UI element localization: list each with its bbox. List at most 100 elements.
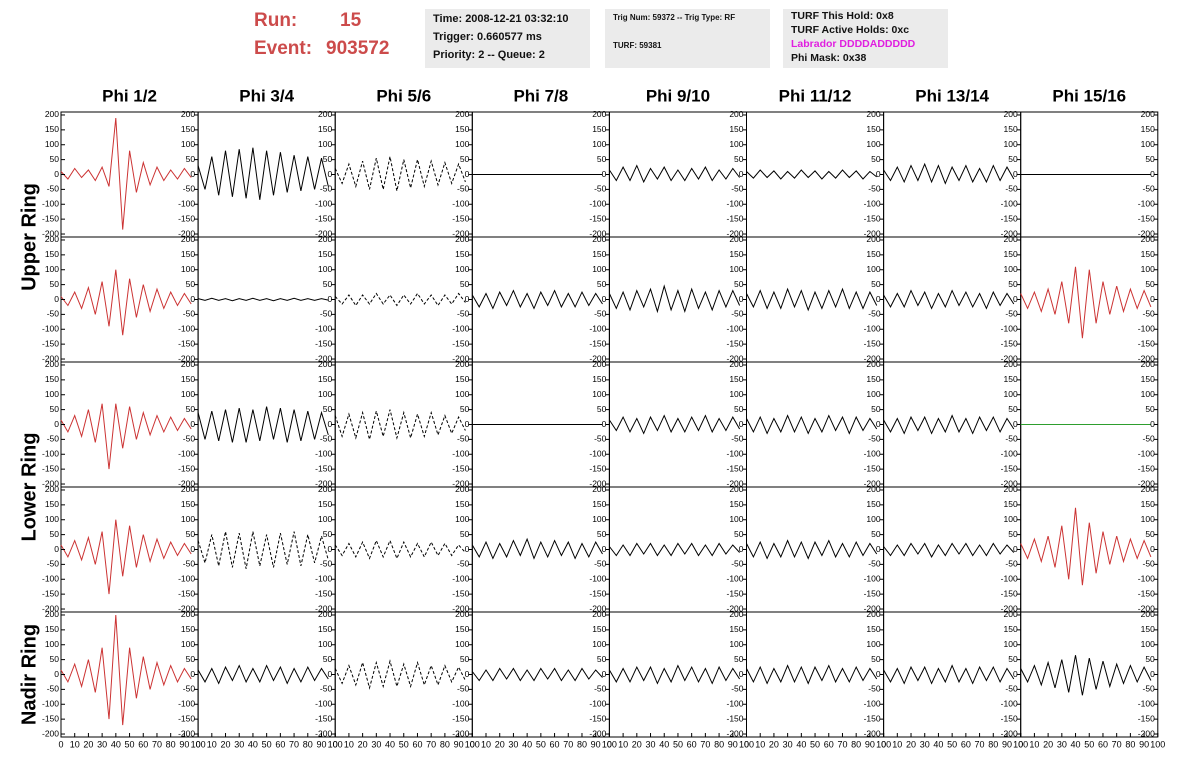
y-tick-label: 100 <box>318 514 332 524</box>
y-tick-label: 50 <box>597 404 607 414</box>
column-title: Phi 3/4 <box>239 86 294 105</box>
y-tick-label: 200 <box>318 484 332 494</box>
x-tick-label: 20 <box>358 739 368 749</box>
y-tick-label: 200 <box>455 234 469 244</box>
x-tick-label: 10 <box>481 739 491 749</box>
turf-box: TURF This Hold: 0x8 TURF Active Holds: 0… <box>783 9 948 68</box>
waveform <box>334 539 466 560</box>
y-tick-label: -150 <box>178 463 195 473</box>
y-tick-label: -100 <box>864 699 881 709</box>
y-tick-label: -200 <box>1138 728 1155 738</box>
y-tick-label: 0 <box>876 544 881 554</box>
y-tick-label: 200 <box>181 109 195 119</box>
y-tick-label: 100 <box>455 389 469 399</box>
x-tick-label: 70 <box>1112 739 1122 749</box>
x-tick-label: 90 <box>865 739 875 749</box>
y-tick-label: -150 <box>1138 713 1155 723</box>
y-tick-label: -50 <box>1005 184 1018 194</box>
y-tick-label: 50 <box>186 529 196 539</box>
y-tick-label: 50 <box>323 154 333 164</box>
y-tick-label: 100 <box>1141 389 1155 399</box>
x-tick-label: 90 <box>316 739 326 749</box>
y-tick-label: 0 <box>465 169 470 179</box>
y-tick-label: -50 <box>1005 559 1018 569</box>
y-tick-label: 50 <box>460 154 470 164</box>
y-tick-label: -150 <box>42 588 59 598</box>
y-tick-label: -50 <box>594 434 607 444</box>
y-tick-label: -150 <box>178 338 195 348</box>
x-tick-label: 90 <box>1002 739 1012 749</box>
y-tick-label: -100 <box>315 699 332 709</box>
waveform <box>1020 266 1152 339</box>
x-tick-label: 20 <box>83 739 93 749</box>
x-tick-label: 50 <box>399 739 409 749</box>
y-tick-label: -200 <box>864 478 881 488</box>
y-tick-label: 100 <box>866 264 880 274</box>
y-tick-label: 150 <box>592 374 606 384</box>
y-tick-label: 100 <box>181 389 195 399</box>
x-tick-label: 10 <box>207 739 217 749</box>
y-tick-label: -50 <box>47 684 60 694</box>
x-tick-label: 50 <box>1084 739 1094 749</box>
y-tick-label: 150 <box>729 499 743 509</box>
y-tick-label: -150 <box>42 713 59 723</box>
y-tick-label: 200 <box>592 109 606 119</box>
y-tick-label: -100 <box>42 574 59 584</box>
y-tick-label: -200 <box>178 228 195 238</box>
y-tick-label: -100 <box>864 449 881 459</box>
waveform <box>334 292 466 307</box>
y-tick-label: -50 <box>457 309 470 319</box>
y-tick-label: -50 <box>1143 434 1156 444</box>
y-tick-label: -50 <box>183 184 196 194</box>
x-tick-label: 90 <box>454 739 464 749</box>
y-tick-label: 200 <box>181 359 195 369</box>
x-tick-label: 80 <box>851 739 861 749</box>
y-tick-label: 50 <box>597 529 607 539</box>
y-tick-label: -200 <box>452 728 469 738</box>
waveform <box>883 414 1015 435</box>
waveform <box>197 147 329 200</box>
y-tick-label: 0 <box>327 544 332 554</box>
x-tick-label: 80 <box>988 739 998 749</box>
y-tick-label: -150 <box>1001 338 1018 348</box>
y-tick-label: -100 <box>864 199 881 209</box>
y-tick-label: 200 <box>1141 484 1155 494</box>
y-tick-label: 50 <box>597 654 607 664</box>
waveform <box>197 406 329 443</box>
y-tick-label: 0 <box>1150 294 1155 304</box>
y-tick-label: -200 <box>1138 478 1155 488</box>
y-tick-label: -100 <box>589 199 606 209</box>
y-tick-label: -50 <box>47 309 60 319</box>
y-tick-label: 150 <box>1004 624 1018 634</box>
x-tick-label: 60 <box>824 739 834 749</box>
y-tick-label: -100 <box>589 324 606 334</box>
x-tick-label: 80 <box>166 739 176 749</box>
x-tick-label: 100 <box>191 739 206 749</box>
x-tick-label: 20 <box>632 739 642 749</box>
y-tick-label: 150 <box>45 374 59 384</box>
y-tick-label: -50 <box>1005 684 1018 694</box>
y-tick-label: -200 <box>1001 603 1018 613</box>
y-tick-label: 200 <box>455 359 469 369</box>
y-tick-label: -50 <box>868 184 881 194</box>
y-tick-label: 150 <box>181 624 195 634</box>
waveform <box>746 539 878 560</box>
y-tick-label: -50 <box>47 184 60 194</box>
y-tick-label: -200 <box>1138 353 1155 363</box>
y-tick-label: -100 <box>1138 574 1155 584</box>
y-tick-label: -150 <box>726 588 743 598</box>
y-tick-label: 100 <box>1004 389 1018 399</box>
waveform <box>197 297 329 302</box>
y-tick-label: 0 <box>739 169 744 179</box>
y-tick-label: -100 <box>452 574 469 584</box>
waveform <box>609 542 740 557</box>
y-tick-label: 100 <box>866 389 880 399</box>
x-tick-label: 80 <box>303 739 313 749</box>
y-tick-label: -200 <box>589 353 606 363</box>
y-tick-label: 50 <box>460 654 470 664</box>
x-tick-label: 60 <box>138 739 148 749</box>
y-tick-label: -200 <box>452 353 469 363</box>
y-tick-label: -50 <box>1143 184 1156 194</box>
y-tick-label: 150 <box>455 249 469 259</box>
